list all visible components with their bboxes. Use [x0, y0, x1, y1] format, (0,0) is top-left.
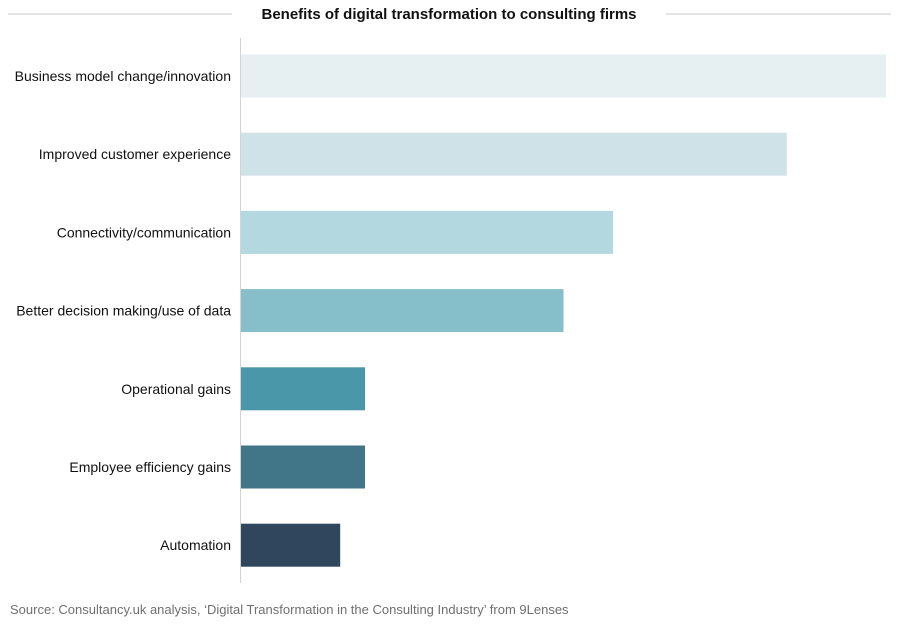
bar-4 — [241, 289, 564, 333]
category-label: Better decision making/use of data — [16, 303, 231, 319]
chart-title: Benefits of digital transformation to co… — [261, 6, 636, 23]
category-label: Employee efficiency gains — [69, 459, 231, 475]
category-labels-group: Business model change/innovation Improved… — [15, 68, 232, 553]
source-note: Source: Consultancy.uk analysis, ‘Digita… — [10, 602, 569, 617]
bar-1 — [241, 54, 886, 98]
category-label: Automation — [160, 537, 231, 553]
category-label: Improved customer experience — [39, 146, 231, 162]
bar-3 — [241, 210, 614, 254]
bar-7 — [241, 523, 341, 567]
category-label: Operational gains — [121, 381, 231, 397]
bar-6 — [241, 445, 365, 489]
category-label: Business model change/innovation — [15, 68, 231, 84]
bars-group — [241, 54, 886, 567]
bar-2 — [241, 132, 787, 176]
category-label: Connectivity/communication — [57, 224, 231, 240]
bar-5 — [241, 367, 365, 411]
